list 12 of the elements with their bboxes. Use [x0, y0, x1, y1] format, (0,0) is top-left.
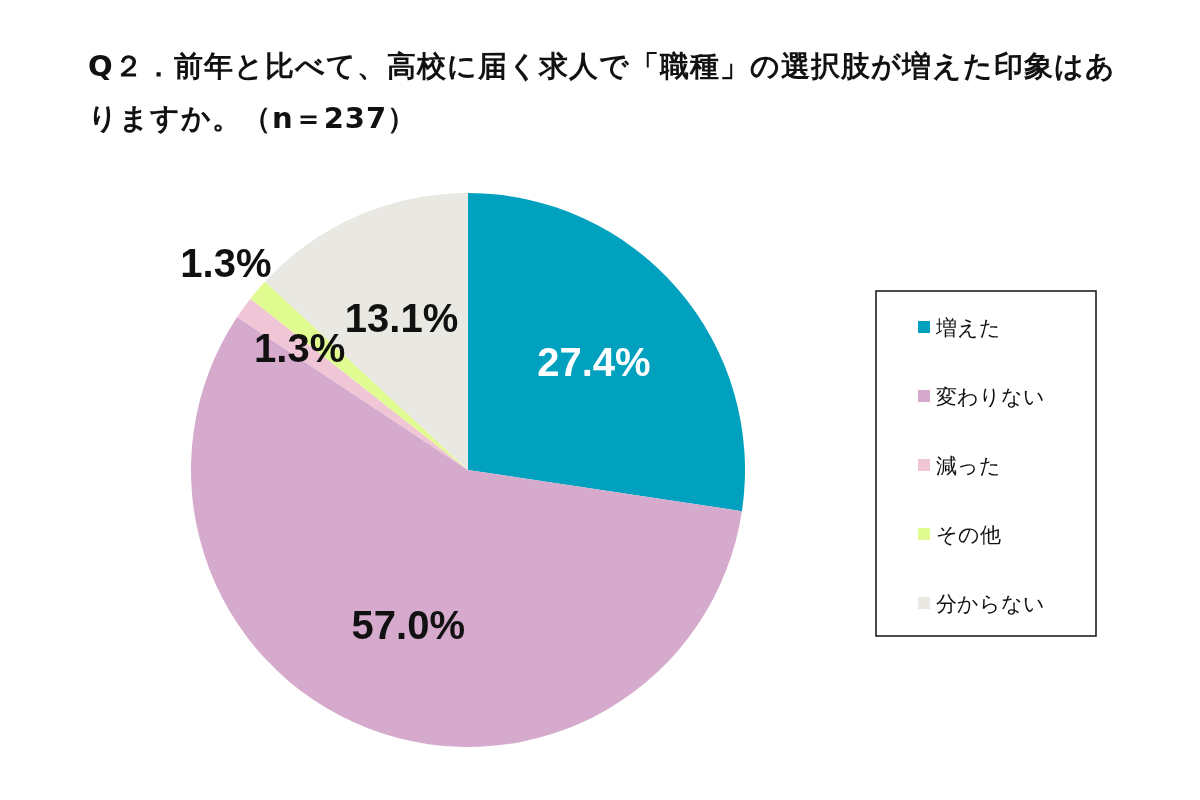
data-label: 57.0% [351, 603, 466, 648]
legend-label: 増えた [935, 316, 1001, 340]
data-label: 13.1% [344, 295, 459, 340]
legend-label: 分からない [936, 592, 1045, 616]
data-label: 1.3% [180, 240, 272, 285]
chart-title: Q２．前年と比べて、高校に届く求人で「職種」の選択肢が増えた印象はありますか。（n＝237） [88, 48, 1117, 137]
legend-label: 変わりない [936, 385, 1045, 409]
legend-label: その他 [936, 523, 1001, 547]
data-label: 27.4% [537, 339, 651, 384]
legend-label: 減った [936, 454, 1001, 478]
data-label: 1.3% [254, 326, 346, 371]
pie-slice [468, 193, 745, 512]
